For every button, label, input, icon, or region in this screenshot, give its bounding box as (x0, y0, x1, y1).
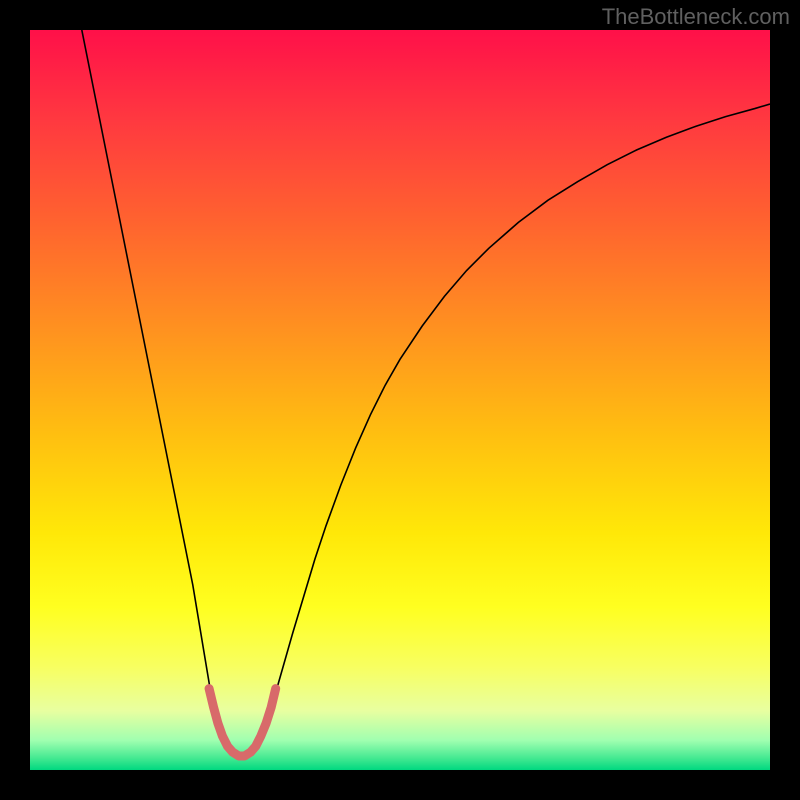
bottleneck-curve-chart (30, 30, 770, 770)
watermark-text: TheBottleneck.com (602, 4, 790, 30)
chart-plot-area (30, 30, 770, 770)
